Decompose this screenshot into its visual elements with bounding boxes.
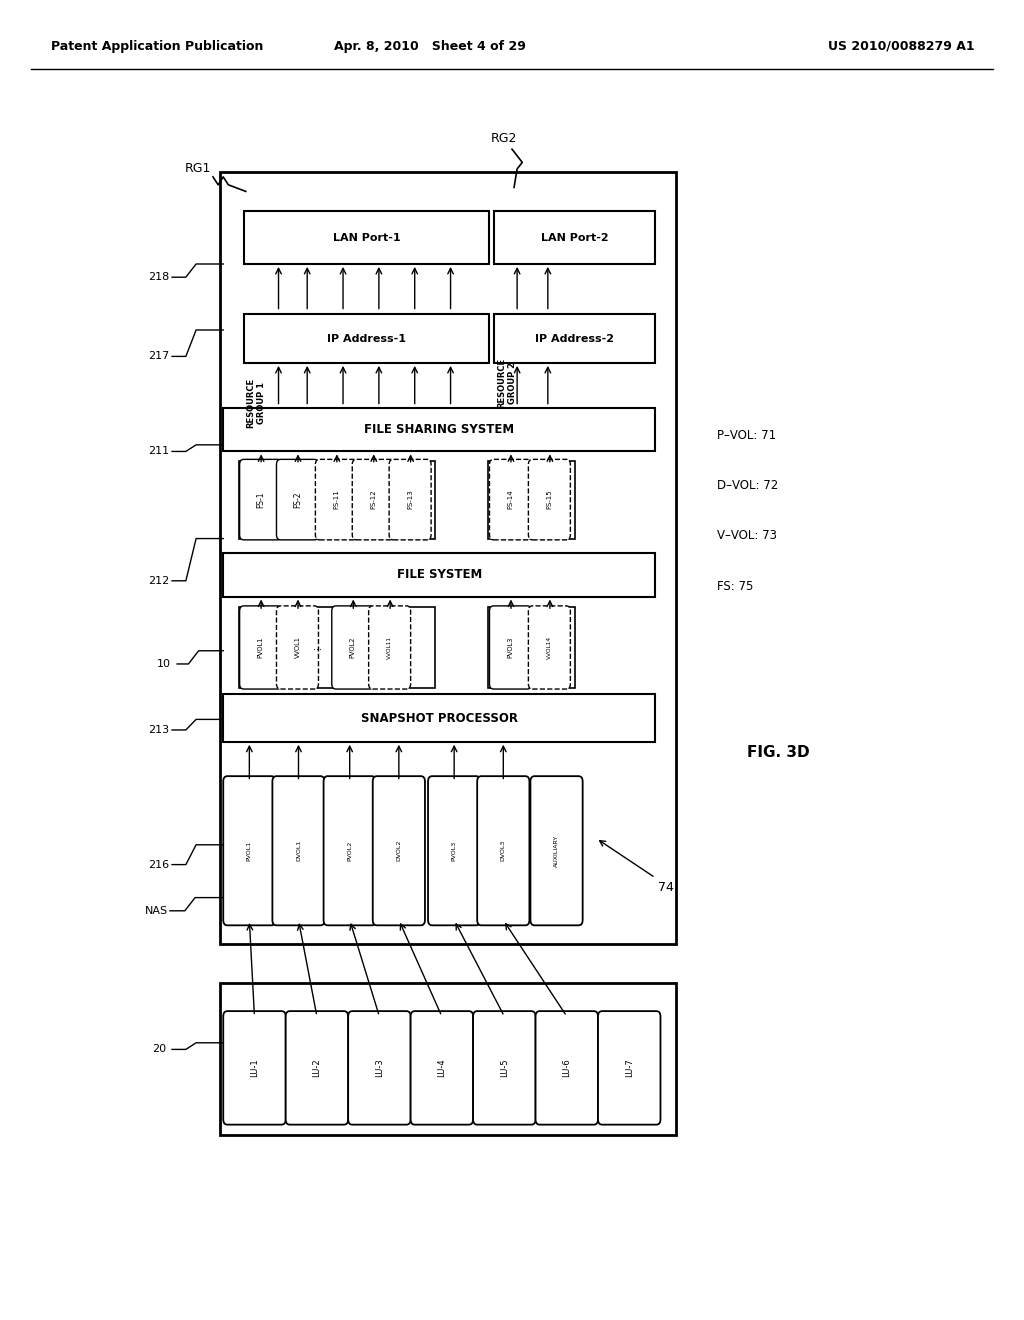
FancyBboxPatch shape [352, 459, 394, 540]
Text: US 2010/0088279 A1: US 2010/0088279 A1 [827, 40, 975, 53]
FancyBboxPatch shape [373, 776, 425, 925]
Text: V–VOL: 73: V–VOL: 73 [717, 529, 777, 543]
Text: 216: 216 [148, 859, 169, 870]
FancyBboxPatch shape [223, 1011, 286, 1125]
Text: RESOURCE
GROUP 2: RESOURCE GROUP 2 [498, 358, 516, 408]
Text: NAS: NAS [145, 906, 168, 916]
Text: 10: 10 [157, 659, 171, 669]
FancyBboxPatch shape [348, 1011, 411, 1125]
Text: FS: 75: FS: 75 [717, 579, 754, 593]
Text: DVOL3: DVOL3 [501, 840, 506, 862]
Text: LU-5: LU-5 [500, 1059, 509, 1077]
Text: DVOL2: DVOL2 [396, 840, 401, 862]
FancyBboxPatch shape [411, 1011, 473, 1125]
FancyBboxPatch shape [428, 776, 480, 925]
Bar [494, 314, 655, 363]
FancyBboxPatch shape [286, 1011, 348, 1125]
Text: PVOL3: PVOL3 [452, 841, 457, 861]
FancyBboxPatch shape [324, 776, 376, 925]
FancyBboxPatch shape [489, 606, 531, 689]
FancyBboxPatch shape [530, 776, 583, 925]
Bar [494, 187, 655, 614]
Text: 211: 211 [148, 446, 169, 457]
Text: LU-1: LU-1 [250, 1059, 259, 1077]
Bar [244, 211, 489, 264]
Text: FIG. 3D: FIG. 3D [746, 744, 810, 760]
FancyBboxPatch shape [598, 1011, 660, 1125]
Bar [244, 187, 489, 647]
Text: FS-14: FS-14 [508, 490, 513, 510]
FancyBboxPatch shape [240, 606, 282, 689]
Text: FILE SHARING SYSTEM: FILE SHARING SYSTEM [365, 424, 514, 436]
Text: 217: 217 [148, 351, 169, 362]
FancyBboxPatch shape [528, 606, 570, 689]
FancyBboxPatch shape [276, 606, 318, 689]
FancyBboxPatch shape [315, 459, 357, 540]
Text: RG1: RG1 [184, 162, 211, 176]
FancyBboxPatch shape [489, 459, 531, 540]
Text: VVOL1: VVOL1 [295, 636, 300, 659]
FancyBboxPatch shape [473, 1011, 536, 1125]
Text: Apr. 8, 2010   Sheet 4 of 29: Apr. 8, 2010 Sheet 4 of 29 [334, 40, 526, 53]
Bar [239, 607, 435, 688]
Text: 213: 213 [148, 725, 169, 735]
Bar [220, 172, 676, 944]
Text: LU-2: LU-2 [312, 1059, 322, 1077]
Text: FS-13: FS-13 [408, 490, 413, 510]
Bar [223, 408, 655, 451]
FancyBboxPatch shape [240, 459, 282, 540]
Text: LU-7: LU-7 [625, 1059, 634, 1077]
FancyBboxPatch shape [389, 459, 431, 540]
Text: IP Address-2: IP Address-2 [535, 334, 614, 343]
Text: FILE SYSTEM: FILE SYSTEM [396, 569, 482, 581]
Bar [223, 553, 655, 597]
Text: VVOL11: VVOL11 [387, 636, 392, 659]
FancyBboxPatch shape [369, 606, 411, 689]
Bar [223, 694, 655, 742]
Text: FS-1: FS-1 [256, 491, 265, 508]
Text: LAN Port-1: LAN Port-1 [333, 232, 400, 243]
Text: Patent Application Publication: Patent Application Publication [51, 40, 263, 53]
Text: PVOL2: PVOL2 [347, 841, 352, 861]
Text: FS-12: FS-12 [371, 490, 376, 510]
Bar [244, 314, 489, 363]
Bar [488, 607, 575, 688]
Text: FS-15: FS-15 [547, 490, 552, 510]
Text: ...: ... [313, 643, 322, 652]
Text: 212: 212 [148, 576, 169, 586]
Text: PVOL3: PVOL3 [508, 636, 513, 659]
Text: LU-6: LU-6 [562, 1059, 571, 1077]
FancyBboxPatch shape [536, 1011, 598, 1125]
Text: 218: 218 [148, 272, 169, 282]
Text: PVOL1: PVOL1 [258, 636, 263, 659]
Text: FS-2: FS-2 [293, 491, 302, 508]
FancyBboxPatch shape [223, 776, 275, 925]
Bar [488, 461, 575, 539]
Bar [494, 211, 655, 264]
Text: IP Address-1: IP Address-1 [327, 334, 407, 343]
FancyBboxPatch shape [272, 776, 325, 925]
Text: FS-11: FS-11 [334, 490, 339, 510]
FancyBboxPatch shape [477, 776, 529, 925]
Text: DVOL1: DVOL1 [296, 840, 301, 862]
Text: P–VOL: 71: P–VOL: 71 [717, 429, 776, 442]
Text: PVOL1: PVOL1 [247, 841, 252, 861]
Text: VVOL14: VVOL14 [547, 636, 552, 659]
Text: PVOL2: PVOL2 [350, 636, 355, 659]
Text: LU-3: LU-3 [375, 1059, 384, 1077]
Text: 20: 20 [152, 1044, 166, 1055]
FancyBboxPatch shape [528, 459, 570, 540]
Text: AUXILIARY: AUXILIARY [554, 834, 559, 867]
Text: RESOURCE
GROUP 1: RESOURCE GROUP 1 [247, 378, 265, 428]
Text: LAN Port-2: LAN Port-2 [541, 232, 608, 243]
Bar [220, 983, 676, 1135]
Text: SNAPSHOT PROCESSOR: SNAPSHOT PROCESSOR [360, 711, 518, 725]
Text: LU-4: LU-4 [437, 1059, 446, 1077]
Text: D–VOL: 72: D–VOL: 72 [717, 479, 778, 492]
FancyBboxPatch shape [332, 606, 374, 689]
Bar [239, 461, 435, 539]
Text: 74: 74 [657, 880, 674, 894]
FancyBboxPatch shape [276, 459, 318, 540]
Text: RG2: RG2 [490, 132, 517, 145]
